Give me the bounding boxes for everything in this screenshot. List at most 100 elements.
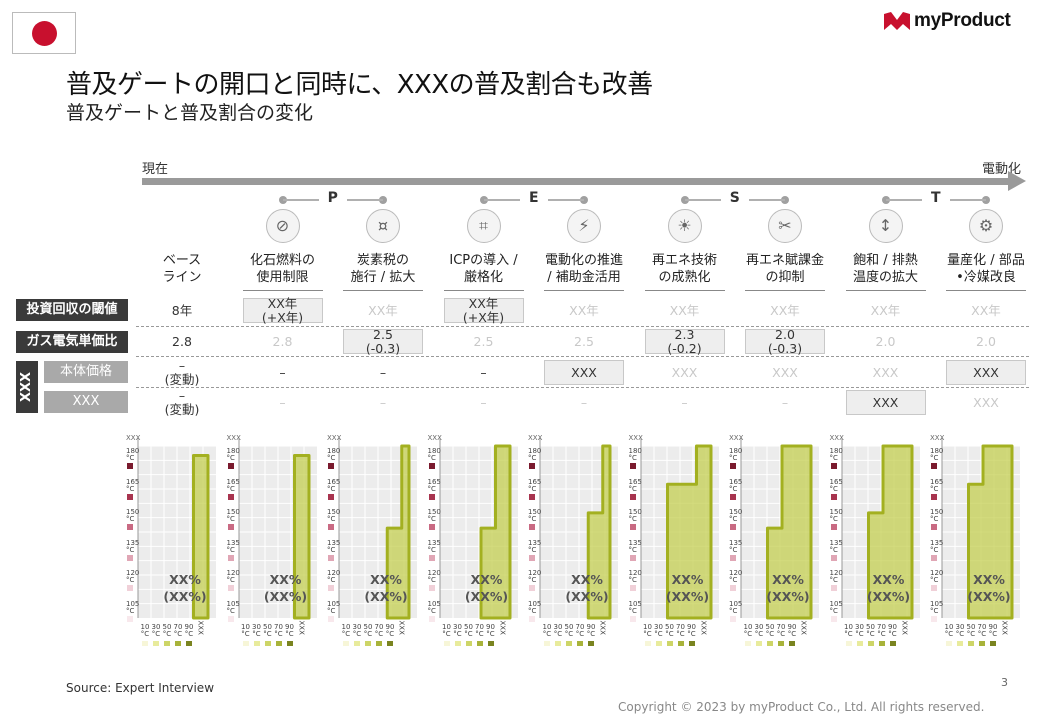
chart-percent-label: XX% (XX%) <box>866 572 911 604</box>
chart-y-color-swatch <box>830 493 837 500</box>
chart-x-tick-label: 30 °C <box>754 623 764 638</box>
chart-corner-label: XXX <box>427 434 442 442</box>
pest-line <box>684 199 721 201</box>
chart-x-tick-label: 50 °C <box>464 623 473 638</box>
chart-x-color-swatch <box>354 641 360 646</box>
column-header-underline <box>443 290 524 291</box>
chart-y-color-swatch <box>931 493 937 500</box>
chart-x-tick-label: 30 °C <box>252 623 261 638</box>
chart-percent-label: XX% (XX%) <box>263 572 308 604</box>
chart-x-color-swatch <box>878 641 885 646</box>
table-cell: XX年 <box>770 302 800 318</box>
chart-y-tick-label: 105 °C <box>126 599 140 615</box>
chart-x-color-swatch <box>343 641 349 646</box>
chart-y-tick-label: 105 °C <box>528 599 542 615</box>
timeline-arrow-bar <box>142 178 1012 185</box>
chart-y-color-swatch <box>730 554 736 561</box>
chart-x-tick-label: 10 °C <box>844 623 853 638</box>
chart-x-color-swatch <box>756 641 762 646</box>
chart-y-tick-label: 120 °C <box>226 569 240 584</box>
chart-x-color-swatch <box>867 641 874 646</box>
table-cell: – (変動) <box>164 357 200 387</box>
money-hand-icon: ¤ <box>366 209 400 243</box>
table-cell: – (変動) <box>164 387 200 417</box>
chart-y-color-swatch <box>227 585 234 591</box>
chart-y-tick-label: 135 °C <box>427 538 441 554</box>
column-header-label: 再エネ賦課金 の抑制 <box>745 253 824 285</box>
chart-y-tick-label: 165 °C <box>226 477 240 493</box>
chart-y-tick-label: 150 °C <box>327 508 341 523</box>
chart-y-color-swatch <box>127 524 133 530</box>
mini-chart-plot <box>941 438 1020 620</box>
column-header-label: 量産化 / 部品 •冷媒改良 <box>947 253 1025 285</box>
table-cell: – <box>580 394 588 410</box>
table-cell: XXX <box>671 364 698 380</box>
chart-y-tick-label: 150 °C <box>528 508 542 523</box>
chart-y-color-swatch <box>629 554 636 561</box>
table-cell: 8年 <box>171 302 193 318</box>
chart-y-tick-label: 120 °C <box>126 569 140 584</box>
chart-x-color-swatch <box>979 641 985 646</box>
table-cell: 2.5 (-0.3) <box>343 327 423 355</box>
page-number: 3 <box>1001 676 1008 689</box>
pest-letter: E <box>528 190 539 206</box>
chart-y-tick-label: 135 °C <box>327 538 341 554</box>
chart-x-color-swatch <box>275 641 282 646</box>
chart-percent-label: XX% (XX%) <box>364 572 408 604</box>
mini-chart-plot <box>137 438 216 620</box>
chart-x-tick-label: 30 °C <box>654 623 663 638</box>
chart-x-tick-label: XXX <box>196 620 205 635</box>
chart-step-area <box>766 444 813 620</box>
chart-y-color-swatch <box>529 554 535 561</box>
chart-step-area <box>385 444 411 620</box>
table-cell: XX年 <box>669 302 700 318</box>
chart-y-color-swatch <box>830 615 837 622</box>
chart-y-tick-label: 105 °C <box>829 599 843 615</box>
chart-y-color-swatch <box>428 615 435 622</box>
chart-y-tick-label: 150 °C <box>226 508 240 523</box>
chart-y-color-swatch <box>127 585 133 591</box>
row-separator <box>136 326 1029 327</box>
row-separator <box>136 387 1029 388</box>
chart-x-color-swatch <box>957 641 963 646</box>
chart-y-tick-label: 135 °C <box>226 538 240 554</box>
chart-x-color-swatch <box>990 641 996 646</box>
chart-step-area <box>665 444 712 620</box>
chart-y-tick-label: 150 °C <box>930 508 944 523</box>
chart-y-color-swatch <box>227 554 234 561</box>
table-cell: XX年 <box>368 302 398 318</box>
chart-y-tick-label: 105 °C <box>427 599 441 615</box>
solar-panel-icon: ☀ <box>667 209 702 243</box>
chart-y-tick-label: 180 °C <box>930 447 944 462</box>
chart-y-color-swatch <box>629 493 636 500</box>
chart-y-tick-label: 135 °C <box>628 538 642 554</box>
table-cell: – <box>379 394 387 410</box>
table-cell: – <box>480 364 487 380</box>
chart-x-color-swatch <box>946 641 952 646</box>
mini-chart: XXX 180 °C 165 °C 150 °C 135 °C 120 °C 105 °C 1… <box>327 434 427 649</box>
chart-percent-label: XX% (XX%) <box>163 572 207 604</box>
row-label-xxx: XXX <box>44 391 128 413</box>
chart-y-tick-label: 165 °C <box>327 477 341 493</box>
chart-x-tick-label: 90 °C <box>486 623 495 638</box>
table-cell: XXX <box>544 360 624 385</box>
table-cell: XX年 (+X年) <box>242 296 323 324</box>
copyright-text: Copyright © 2023 by myProduct Co., Ltd. … <box>618 700 985 714</box>
column-header-underline <box>845 290 926 291</box>
chart-x-tick-label: XXX <box>397 620 406 635</box>
company-logo: myProduct <box>884 10 1011 32</box>
chart-y-tick-label: 135 °C <box>829 538 843 554</box>
table-cell: XX年 <box>870 302 901 318</box>
chart-x-color-swatch <box>677 641 684 646</box>
chart-x-tick-label: 50 °C <box>564 623 574 638</box>
pest-dot <box>580 196 588 204</box>
chart-x-color-swatch <box>968 641 974 646</box>
table-cell: XXX <box>845 390 926 415</box>
chart-y-tick-label: 135 °C <box>930 538 944 554</box>
chart-step-area <box>479 444 511 620</box>
chart-x-tick-label: 10 °C <box>542 623 552 638</box>
mini-chart: XXX 180 °C 165 °C 150 °C 135 °C 120 °C 105 °C 1… <box>528 434 628 649</box>
chart-y-tick-label: 135 °C <box>528 538 542 554</box>
table-cell: – <box>279 394 286 410</box>
table-cell: – <box>681 394 688 410</box>
